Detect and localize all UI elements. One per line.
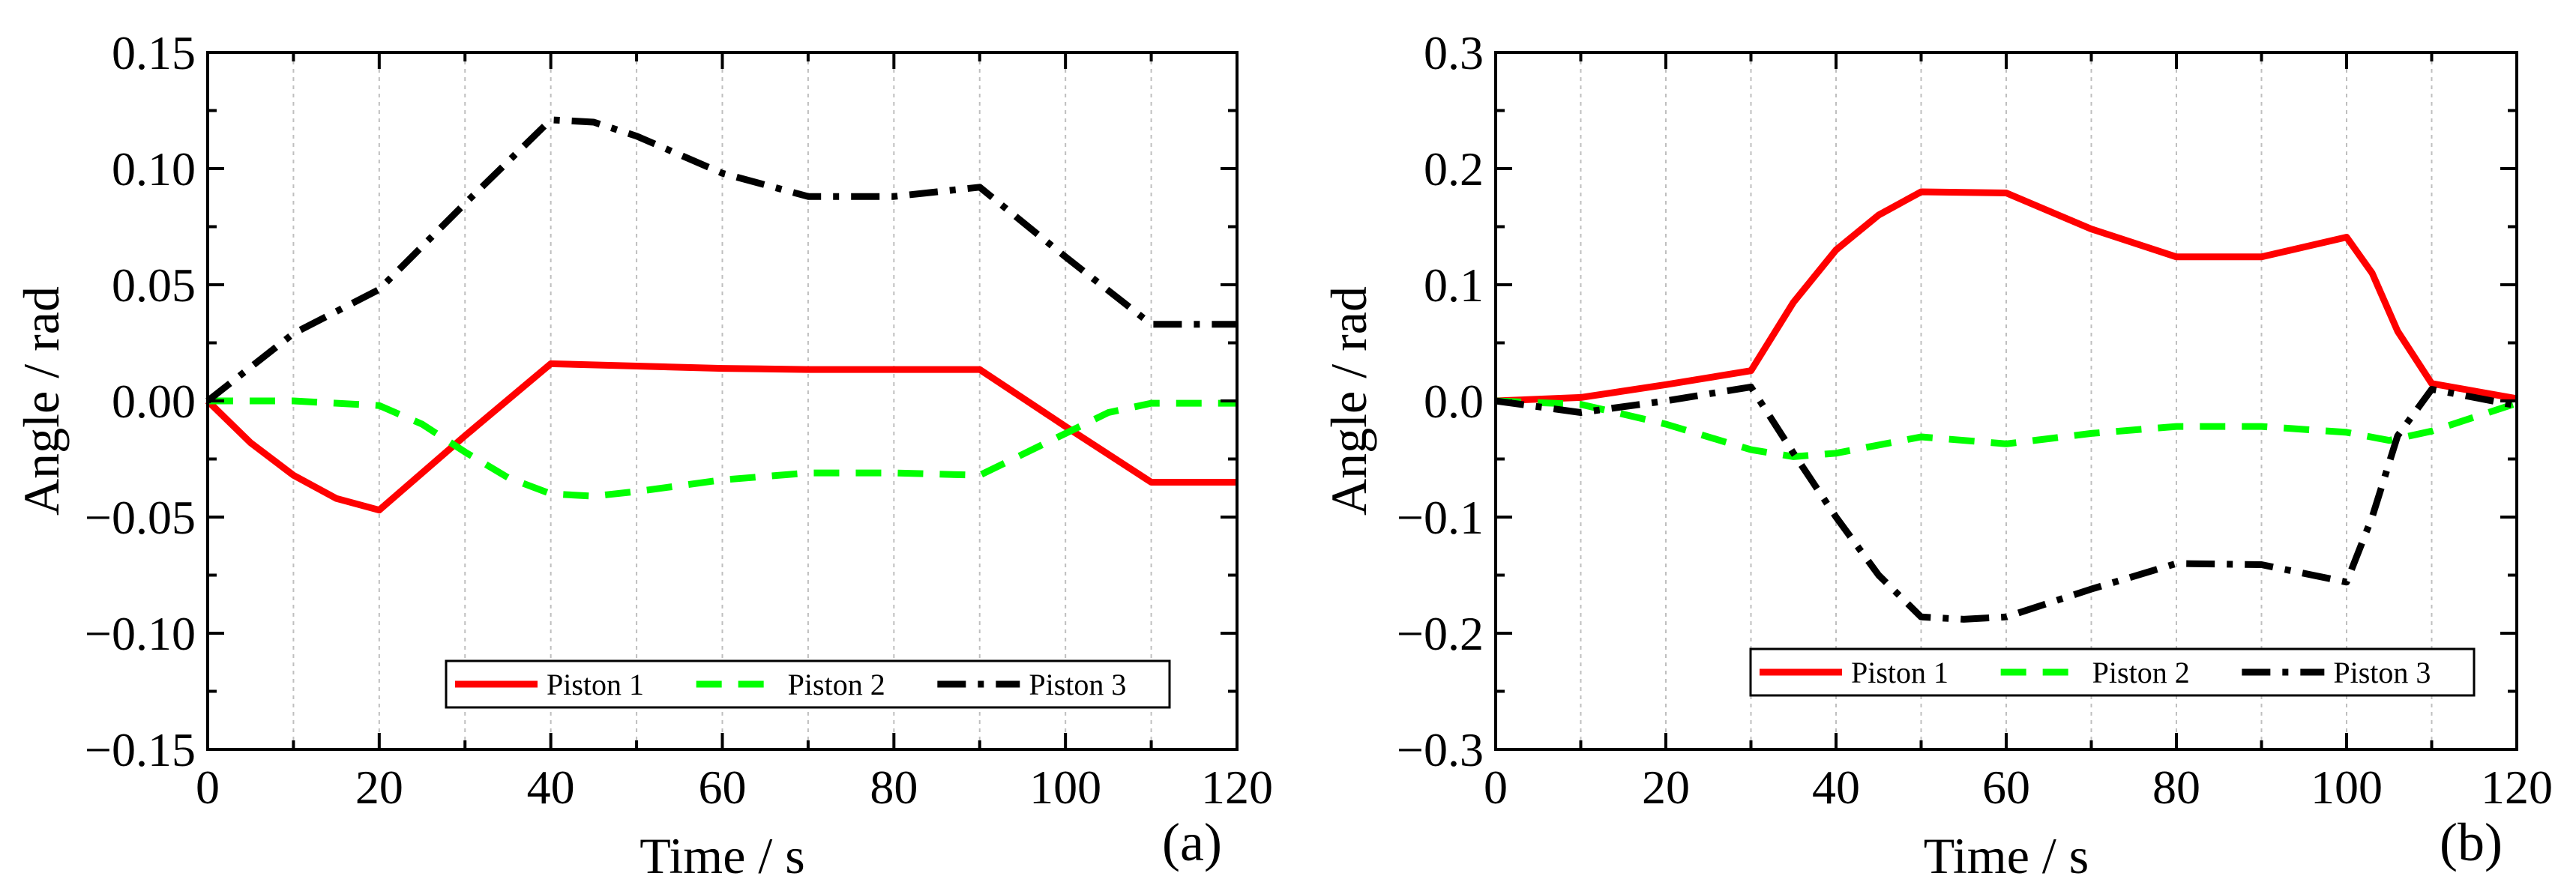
x-tick-label: 20 [355, 761, 403, 814]
series-line-piston-2 [208, 397, 1237, 500]
panel-label: (a) [1162, 812, 1222, 872]
legend-label-piston-1: Piston 1 [1851, 656, 1948, 689]
panel-label: (b) [2440, 812, 2503, 872]
y-tick-label: 0.1 [1424, 259, 1484, 312]
x-tick-label: 60 [699, 761, 747, 814]
series-line-piston-3 [205, 116, 1237, 404]
x-tick-label: 40 [527, 761, 575, 814]
legend-label-piston-3: Piston 3 [2333, 656, 2431, 689]
legend-label-piston-3: Piston 3 [1029, 668, 1126, 701]
x-axis-title: Time / s [640, 827, 804, 884]
y-tick-label: −0.05 [85, 491, 196, 544]
x-tick-label: 0 [1484, 761, 1508, 814]
y-tick-label: 0.00 [112, 375, 196, 428]
y-tick-label: −0.1 [1397, 491, 1484, 544]
legend-box [1749, 647, 2476, 697]
y-tick-label: −0.3 [1397, 723, 1484, 776]
x-tick-label: 0 [196, 761, 220, 814]
series-line-piston-1 [205, 360, 1237, 514]
series-line-piston-3 [1495, 383, 2518, 623]
x-tick-label: 100 [2311, 761, 2383, 814]
y-tick-label: −0.2 [1397, 607, 1484, 660]
x-tick-label: 60 [1982, 761, 2030, 814]
series-line-piston-1 [1495, 188, 2518, 405]
x-tick-label: 80 [870, 761, 918, 814]
y-axis-title: Angle / rad [13, 286, 70, 516]
x-tick-label: 40 [1812, 761, 1860, 814]
y-tick-label: 0.0 [1424, 375, 1484, 428]
y-axis-title: Angle / rad [1320, 286, 1377, 516]
chart-panel-a: 0 20 40 60 80 100 120 −0.15 −0.10 −0.05 0.00 0.05 0.… [13, 26, 1273, 884]
y-tick-label: 0.15 [112, 26, 196, 79]
y-tick-label: 0.10 [112, 142, 196, 196]
chart-panel-b: 0 20 40 60 80 100 120 −0.3 −0.2 −0.1 0.0 0.1 0.2 0.3 T… [1320, 26, 2553, 884]
x-tick-label: 100 [1029, 761, 1101, 814]
x-tick-label: 120 [2481, 761, 2553, 814]
x-tick-label: 80 [2152, 761, 2200, 814]
legend: Piston 1 Piston 2 Piston 3 [1749, 647, 2476, 697]
y-tick-label: 0.2 [1424, 142, 1484, 196]
legend-box [445, 659, 1171, 709]
y-tick-label: −0.15 [85, 723, 196, 776]
legend-label-piston-2: Piston 2 [2092, 656, 2190, 689]
legend-label-piston-2: Piston 2 [788, 668, 885, 701]
x-axis-title: Time / s [1924, 827, 2089, 884]
y-tick-label: −0.10 [85, 607, 196, 660]
series-line-piston-2 [1495, 397, 2518, 460]
y-tick-label: 0.05 [112, 259, 196, 312]
x-tick-label: 120 [1201, 761, 1273, 814]
legend: Piston 1 Piston 2 Piston 3 [445, 659, 1171, 709]
y-tick-label: 0.3 [1424, 26, 1484, 79]
legend-label-piston-1: Piston 1 [547, 668, 644, 701]
x-tick-label: 20 [1642, 761, 1690, 814]
